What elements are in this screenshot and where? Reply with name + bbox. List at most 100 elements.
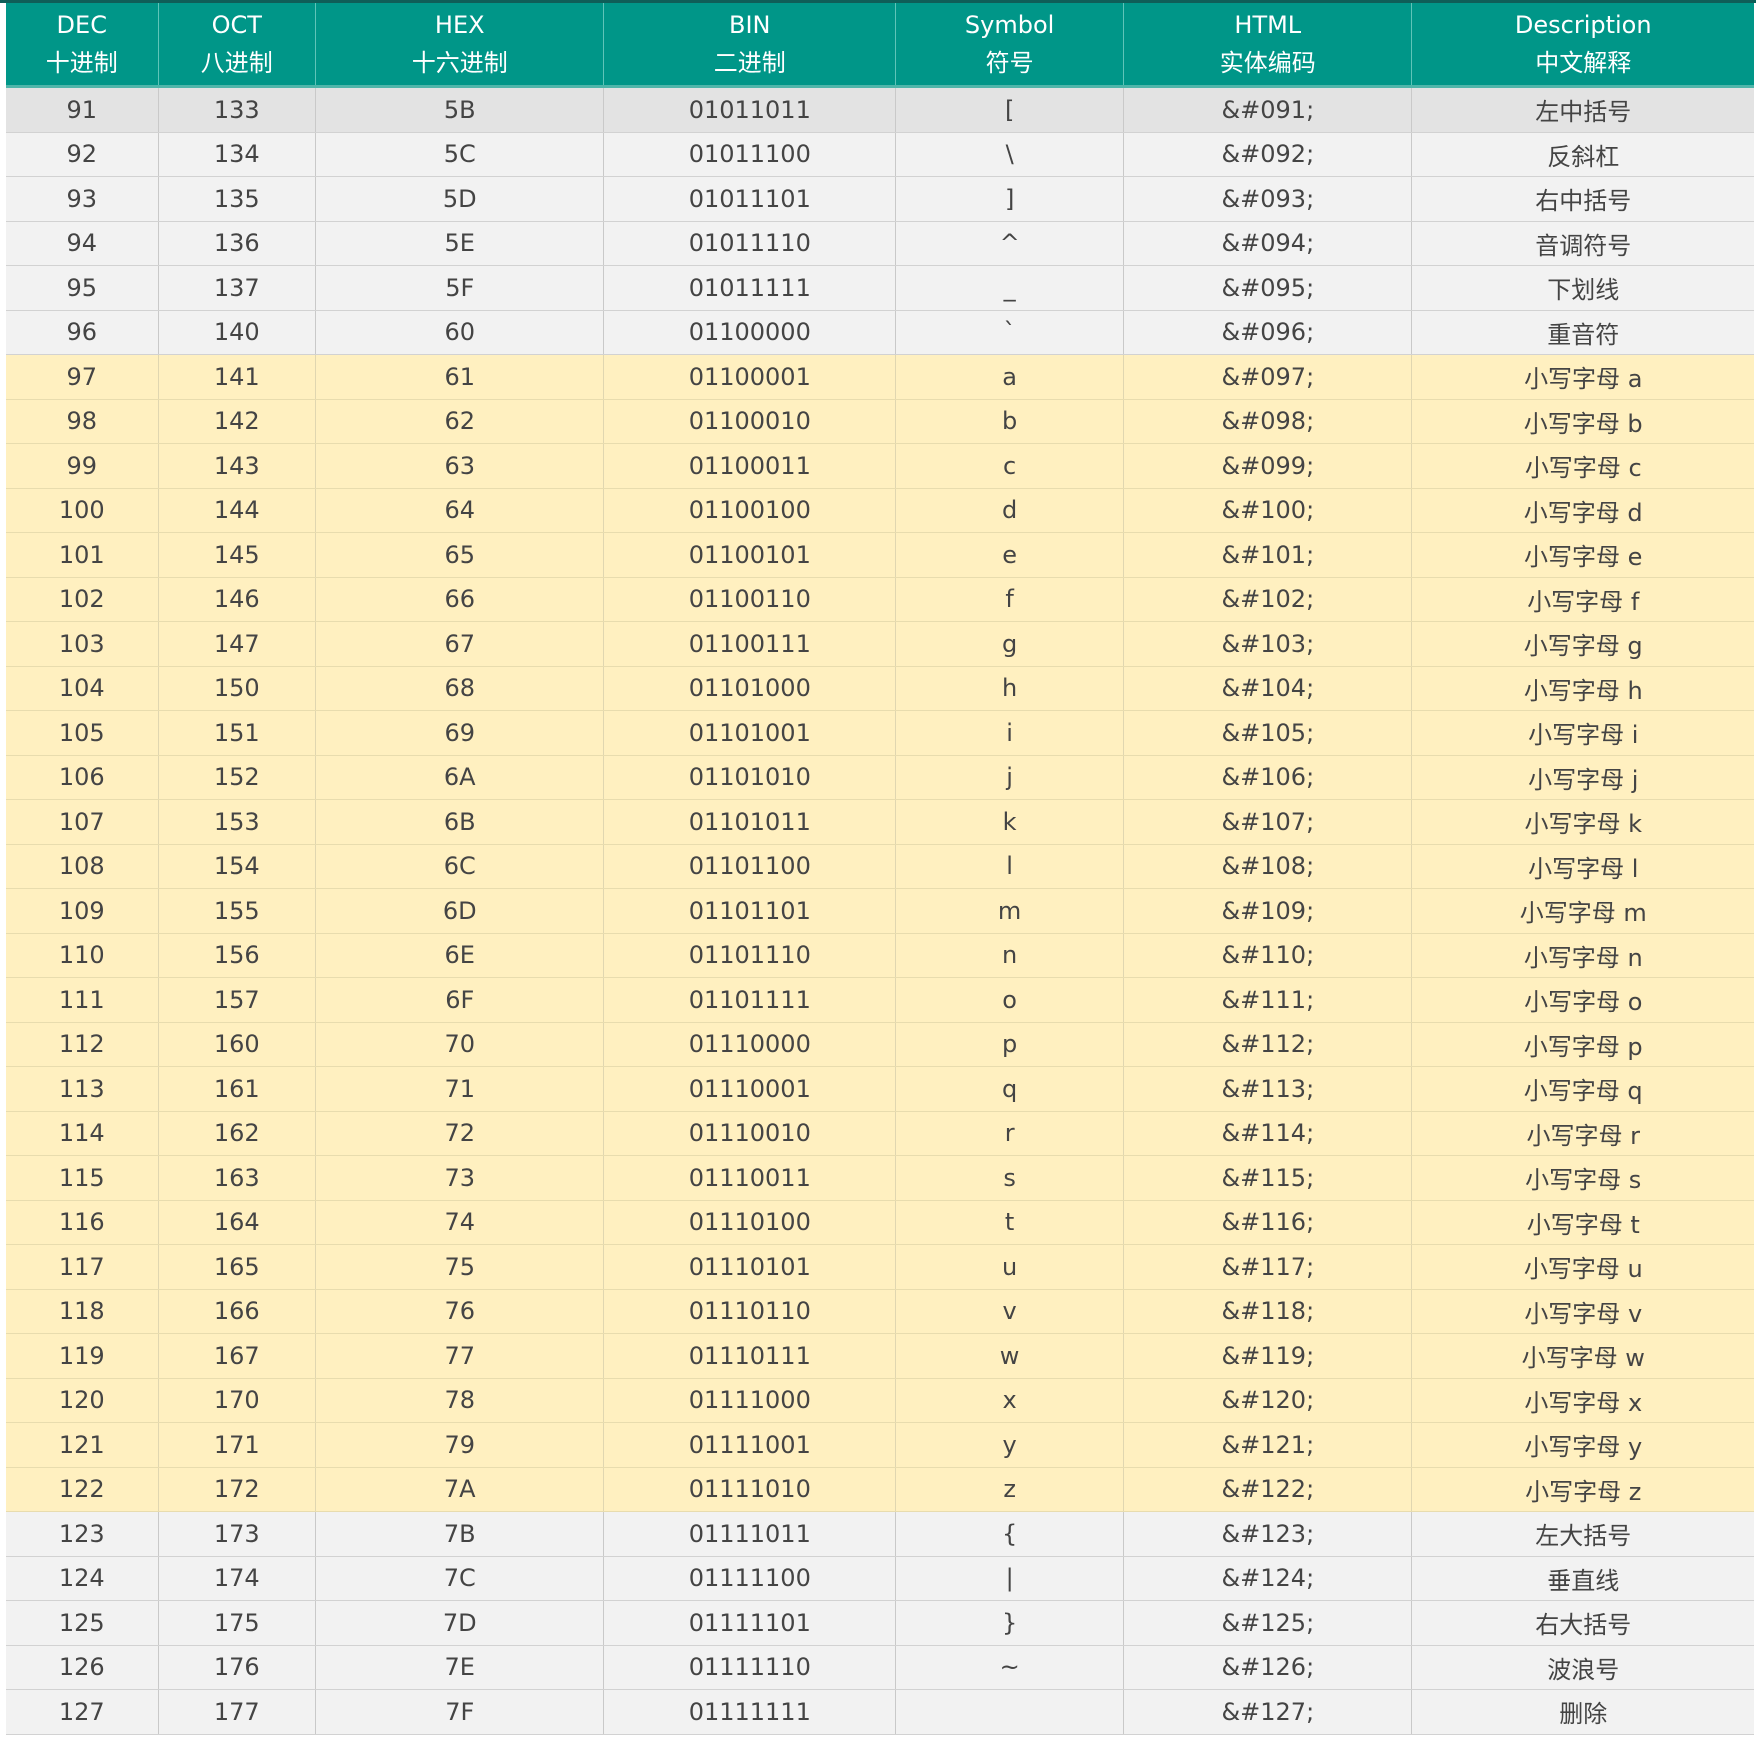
cell-html: &#100;	[1123, 488, 1413, 533]
cell-hex: 75	[315, 1244, 605, 1290]
cell-oct: 171	[158, 1422, 317, 1468]
cell-bin: 01110101	[603, 1244, 897, 1290]
cell-bin: 01101011	[603, 799, 897, 845]
cell-hex: 5D	[315, 176, 605, 222]
cell-html: &#105;	[1123, 710, 1413, 756]
cell-oct: 162	[158, 1111, 317, 1156]
cell-symbol: u	[895, 1244, 1125, 1290]
cell-oct: 155	[158, 888, 317, 934]
cell-html: &#123;	[1123, 1511, 1413, 1557]
cell-html: &#126;	[1123, 1645, 1413, 1690]
cell-oct: 143	[158, 443, 317, 489]
cell-description: 小写字母 s	[1411, 1155, 1754, 1201]
cell-symbol: z	[895, 1467, 1125, 1512]
cell-description: 小写字母 k	[1411, 799, 1754, 845]
cell-symbol: |	[895, 1556, 1125, 1601]
cell-hex: 79	[315, 1422, 605, 1468]
cell-hex: 7B	[315, 1511, 605, 1557]
cell-dec: 118	[6, 1289, 159, 1334]
column-header-zh: 中文解释	[1535, 49, 1632, 77]
cell-bin: 01111010	[603, 1467, 897, 1512]
cell-hex: 66	[315, 577, 605, 622]
cell-bin: 01110100	[603, 1200, 897, 1245]
cell-symbol: k	[895, 799, 1125, 845]
cell-html: &#099;	[1123, 443, 1413, 489]
cell-description: 小写字母 e	[1411, 532, 1754, 578]
cell-hex: 61	[315, 354, 605, 400]
cell-dec: 127	[6, 1689, 159, 1735]
cell-html: &#104;	[1123, 666, 1413, 711]
cell-hex: 62	[315, 399, 605, 444]
cell-hex: 7C	[315, 1556, 605, 1601]
cell-symbol: q	[895, 1066, 1125, 1112]
cell-html: &#118;	[1123, 1289, 1413, 1334]
cell-symbol: ^	[895, 221, 1125, 266]
cell-description: 小写字母 c	[1411, 443, 1754, 489]
table-row: 114 162 72 01110010 r &#114; 小写字母 r	[6, 1111, 1754, 1156]
cell-oct: 156	[158, 933, 317, 978]
cell-dec: 107	[6, 799, 159, 845]
table-row: 124 174 7C 01111100 | &#124; 垂直线	[6, 1556, 1754, 1601]
cell-hex: 7E	[315, 1645, 605, 1690]
cell-description: 下划线	[1411, 265, 1754, 311]
table-row: 122 172 7A 01111010 z &#122; 小写字母 z	[6, 1467, 1754, 1512]
cell-description: 小写字母 j	[1411, 755, 1754, 800]
cell-hex: 73	[315, 1155, 605, 1201]
cell-hex: 78	[315, 1378, 605, 1423]
cell-dec: 93	[6, 176, 159, 222]
cell-symbol: w	[895, 1333, 1125, 1379]
cell-bin: 01100000	[603, 310, 897, 355]
cell-oct: 141	[158, 354, 317, 400]
cell-html: &#119;	[1123, 1333, 1413, 1379]
table-row: 103 147 67 01100111 g &#103; 小写字母 g	[6, 621, 1754, 667]
cell-bin: 01110000	[603, 1022, 897, 1067]
table-row: 97 141 61 01100001 a &#097; 小写字母 a	[6, 354, 1754, 400]
column-header-oct: OCT 八进制	[158, 3, 317, 88]
cell-dec: 104	[6, 666, 159, 711]
cell-bin: 01111101	[603, 1600, 897, 1646]
table-row: 112 160 70 01110000 p &#112; 小写字母 p	[6, 1022, 1754, 1067]
cell-hex: 6D	[315, 888, 605, 934]
cell-bin: 01011101	[603, 176, 897, 222]
table-row: 101 145 65 01100101 e &#101; 小写字母 e	[6, 532, 1754, 578]
cell-oct: 150	[158, 666, 317, 711]
cell-oct: 163	[158, 1155, 317, 1201]
cell-html: &#101;	[1123, 532, 1413, 578]
cell-oct: 146	[158, 577, 317, 622]
cell-hex: 72	[315, 1111, 605, 1156]
cell-hex: 6F	[315, 977, 605, 1023]
cell-oct: 137	[158, 265, 317, 311]
table-row: 92 134 5C 01011100 \ &#092; 反斜杠	[6, 132, 1754, 177]
column-header-zh: 十六进制	[411, 49, 508, 77]
table-row: 91 133 5B 01011011[&#091; 左中括号	[6, 86, 1754, 133]
table-row: 126 176 7E 01111110 ~ &#126; 波浪号	[6, 1645, 1754, 1690]
cell-bin: 01110111	[603, 1333, 897, 1379]
table-row: 98 142 62 01100010 b &#098; 小写字母 b	[6, 399, 1754, 444]
table-row: 118 166 76 01110110 v &#118; 小写字母 v	[6, 1289, 1754, 1334]
cell-oct: 134	[158, 132, 317, 177]
column-header-hex: HEX 十六进制	[315, 3, 605, 88]
cell-html: &#115;	[1123, 1155, 1413, 1201]
cell-oct: 153	[158, 799, 317, 845]
cell-description: 小写字母 a	[1411, 354, 1754, 400]
cell-description: 右中括号	[1411, 176, 1754, 222]
cell-description: 小写字母 m	[1411, 888, 1754, 934]
cell-bin: 01111111	[603, 1689, 897, 1735]
cell-bin: 01110010	[603, 1111, 897, 1156]
cell-bin: 01101001	[603, 710, 897, 756]
cell-oct: 144	[158, 488, 317, 533]
table-row: 106 152 6A 01101010 j &#106; 小写字母 j	[6, 755, 1754, 800]
cell-html: &#124;	[1123, 1556, 1413, 1601]
cell-description: 小写字母 p	[1411, 1022, 1754, 1067]
cell-html: &#112;	[1123, 1022, 1413, 1067]
column-header-en: BIN	[729, 11, 771, 39]
cell-html: &#091;	[1123, 86, 1413, 133]
cell-description: 小写字母 l	[1411, 844, 1754, 889]
cell-bin: 01011111	[603, 265, 897, 311]
cell-oct: 151	[158, 710, 317, 756]
cell-hex: 6E	[315, 933, 605, 978]
ascii-table-container: DEC 十进制 OCT 八进制 HEX 十六进制 BIN 二进制 Symbol 符号 HTML 实体编…	[6, 3, 1754, 1735]
cell-description: 小写字母 v	[1411, 1289, 1754, 1334]
cell-symbol: e	[895, 532, 1125, 578]
table-row: 111 157 6F 01101111 o &#111; 小写字母 o	[6, 977, 1754, 1023]
